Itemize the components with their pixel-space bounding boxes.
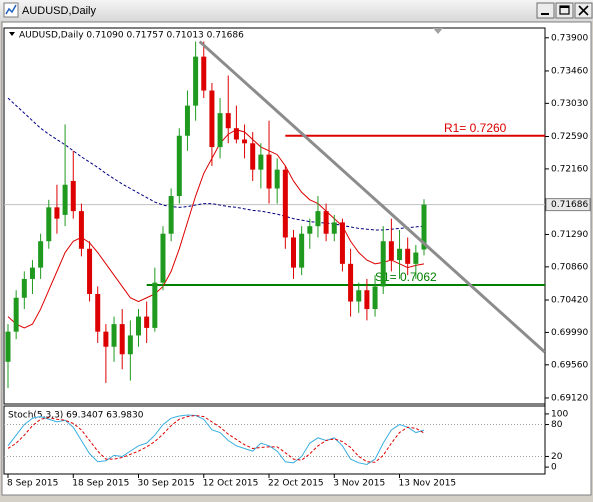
- main-plot: R1= 0.7260 S1= 0.7062: [4, 40, 545, 389]
- y-tick-label: 0.69990: [551, 328, 588, 338]
- candle-body: [274, 169, 280, 189]
- x-tick-label: 30 Sep 2015: [138, 479, 195, 489]
- close-button[interactable]: [574, 2, 593, 19]
- indicator-line: [7, 97, 425, 231]
- y-tick-label: 20: [551, 452, 563, 462]
- candle-body: [201, 56, 207, 91]
- x-tick-label: 12 Oct 2015: [203, 479, 259, 489]
- candle-body: [331, 222, 337, 234]
- candle-body: [160, 233, 166, 283]
- chart-surface: [1, 21, 592, 496]
- candle-body: [266, 154, 272, 189]
- candle-body: [315, 211, 321, 227]
- candle-body: [78, 211, 84, 249]
- window-title: AUDUSD,Daily: [22, 5, 96, 17]
- y-tick-label: 0.69560: [551, 360, 588, 370]
- candle-body: [136, 316, 142, 336]
- candle-body: [250, 143, 256, 170]
- candle-body: [388, 241, 394, 261]
- current-price-label: 0.71686: [551, 200, 588, 210]
- x-tick-label: 3 Nov 2015: [333, 479, 385, 489]
- indicator-line: [7, 415, 425, 463]
- y-tick-label: 0.69120: [551, 393, 588, 403]
- level-label: S1= 0.7062: [375, 270, 437, 284]
- candle-body: [233, 128, 239, 140]
- candle-body: [242, 139, 248, 144]
- y-tick-label: 0.73900: [551, 33, 588, 43]
- candle-body: [127, 335, 133, 355]
- candle-body: [29, 267, 35, 279]
- candle-body: [397, 248, 403, 261]
- candle-body: [54, 207, 60, 219]
- candle-body: [144, 316, 150, 328]
- candle-body: [184, 105, 190, 136]
- candle-body: [103, 331, 109, 347]
- maximize-button[interactable]: [555, 2, 574, 19]
- axes: 0.73900 0.73460 0.73030 0.72590 0.72160 0.712…: [7, 33, 591, 489]
- y-tick-label: 0.70420: [551, 296, 588, 306]
- level-label: R1= 0.7260: [444, 121, 507, 135]
- chart-shift-marker: [433, 28, 443, 34]
- symbol-menu-marker: [9, 32, 15, 36]
- candle-body: [307, 226, 313, 234]
- trendline: [198, 40, 545, 354]
- title-bar: [0, 0, 593, 21]
- window-icon: [3, 2, 19, 18]
- candle-body: [413, 252, 419, 264]
- candle-body: [209, 90, 215, 148]
- y-tick-label: 0.73030: [551, 99, 588, 109]
- indicator-line: [7, 129, 425, 329]
- candle-body: [21, 278, 27, 298]
- candle-body: [323, 211, 329, 234]
- candle-body: [356, 290, 362, 302]
- candle-body: [38, 241, 44, 268]
- x-tick-label: 13 Nov 2015: [399, 479, 457, 489]
- y-tick-label: 80: [551, 420, 563, 430]
- candle-body: [405, 248, 411, 264]
- candle-body: [380, 241, 386, 287]
- candle-body: [193, 56, 199, 106]
- current-price-tag: [545, 198, 591, 212]
- candle-body: [5, 331, 11, 362]
- candle-body: [299, 233, 305, 268]
- candle-body: [152, 282, 158, 328]
- candle-body: [111, 324, 117, 347]
- candle-body: [348, 263, 354, 302]
- candle-body: [258, 154, 264, 170]
- candle-body: [87, 248, 93, 294]
- candle-body: [217, 113, 223, 148]
- x-tick-label: 22 Oct 2015: [268, 479, 324, 489]
- candle-body: [282, 169, 288, 238]
- candle-body: [372, 286, 378, 310]
- chart-header: AUDUSD,Daily 0.71090 0.71757 0.71013 0.7…: [19, 31, 244, 41]
- candle-body: [364, 290, 370, 310]
- candle-body: [339, 222, 345, 264]
- y-tick-label: 0.70860: [551, 262, 588, 272]
- y-tick-label: 0.71290: [551, 230, 588, 240]
- candle-body: [176, 135, 182, 197]
- candle-body: [290, 237, 296, 268]
- candle-body: [13, 297, 19, 332]
- candle-body: [95, 293, 101, 332]
- y-tick-label: 0: [551, 463, 557, 473]
- candle-body: [119, 324, 125, 355]
- x-tick-label: 8 Sep 2015: [7, 479, 58, 489]
- candle-body: [168, 196, 174, 234]
- x-tick-label: 18 Sep 2015: [72, 479, 129, 489]
- candle-body: [70, 180, 76, 212]
- minimize-button[interactable]: [536, 2, 555, 19]
- y-tick-label: 0.72160: [551, 164, 588, 174]
- candle-body: [421, 204, 427, 250]
- y-tick-label: 100: [551, 409, 568, 419]
- stoch-header: Stoch(5,3,3) 69.3407 63.9830: [8, 411, 144, 421]
- candle-body: [46, 207, 52, 242]
- indicator-line: [7, 414, 425, 465]
- y-tick-label: 0.72590: [551, 132, 588, 142]
- y-tick-label: 0.73460: [551, 66, 588, 76]
- candle-body: [62, 184, 68, 215]
- stoch-plot: [4, 414, 545, 465]
- candle-body: [225, 113, 231, 129]
